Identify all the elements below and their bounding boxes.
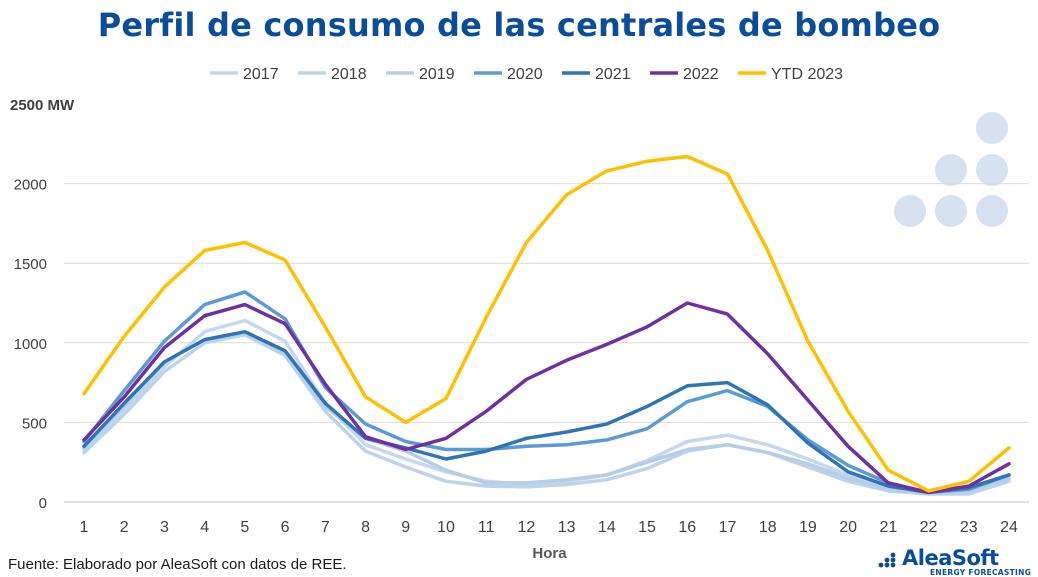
x-tick-label: 4 — [200, 519, 209, 536]
legend-label: 2022 — [683, 66, 719, 83]
x-tick-label: 18 — [759, 519, 777, 536]
x-tick-label: 6 — [281, 519, 290, 536]
x-tick-label: 16 — [678, 519, 696, 536]
legend-label: 2018 — [331, 66, 367, 83]
x-axis-label: Hora — [532, 545, 567, 562]
y-tick-label: 500 — [22, 415, 47, 432]
x-tick-label: 11 — [478, 519, 495, 536]
x-tick-label: 9 — [401, 519, 410, 536]
watermark-dot — [976, 112, 1008, 144]
x-tick-label: 23 — [960, 519, 978, 536]
series-line-2018 — [82, 333, 1011, 496]
x-tick-label: 14 — [598, 519, 616, 536]
legend-label: 2021 — [595, 66, 631, 83]
x-tick-label: 10 — [437, 519, 455, 536]
logo-dots-icon — [878, 552, 896, 568]
x-tick-label: 21 — [879, 519, 897, 536]
legend-label: 2017 — [243, 66, 279, 83]
logo-tagline: ENERGY FORECASTING — [930, 568, 1032, 577]
watermark-dot — [935, 195, 967, 227]
legend-label: 2019 — [419, 66, 455, 83]
x-tick-label: 24 — [1000, 519, 1018, 536]
x-tick-label: 2 — [120, 519, 129, 536]
source-note: Fuente: Elaborado por AleaSoft con datos… — [8, 556, 347, 573]
x-tick-label: 8 — [361, 519, 370, 536]
y-tick-label: 0 — [39, 495, 47, 512]
watermark-dot — [976, 154, 1008, 186]
chart-title: Perfil de consumo de las centrales de bo… — [97, 6, 941, 44]
y-tick-label: 2000 — [14, 177, 47, 194]
x-tick-label: 13 — [558, 519, 576, 536]
x-tick-label: 7 — [321, 519, 330, 536]
x-tick-label: 19 — [799, 519, 817, 536]
watermark-dot — [935, 154, 967, 186]
series-line-2022 — [82, 301, 1011, 495]
legend-label: 2020 — [507, 66, 543, 83]
series-line-ytd-2023 — [82, 154, 1011, 493]
x-tick-label: 22 — [920, 519, 938, 536]
x-tick-label: 17 — [719, 519, 737, 536]
x-tick-label: 1 — [80, 519, 89, 536]
watermark-dot — [976, 195, 1008, 227]
aleasoft-logo: AleaSoft ENERGY FORECASTING — [874, 546, 1034, 577]
series-line-2021 — [82, 329, 1011, 495]
y-tick-label-top: 2500 MW — [10, 97, 75, 114]
x-tick-label: 3 — [160, 519, 169, 536]
watermark-dot — [894, 195, 926, 227]
x-tick-label: 15 — [638, 519, 656, 536]
y-tick-label: 1500 — [14, 256, 47, 273]
x-tick-label: 5 — [240, 519, 249, 536]
series-line-2020 — [82, 290, 1011, 495]
x-tick-label: 12 — [517, 519, 535, 536]
legend-label: YTD 2023 — [771, 66, 843, 83]
y-tick-label: 1000 — [14, 336, 47, 353]
series-line-2019 — [82, 331, 1011, 495]
logo-name: AleaSoft — [902, 546, 999, 570]
x-tick-label: 20 — [839, 519, 857, 536]
